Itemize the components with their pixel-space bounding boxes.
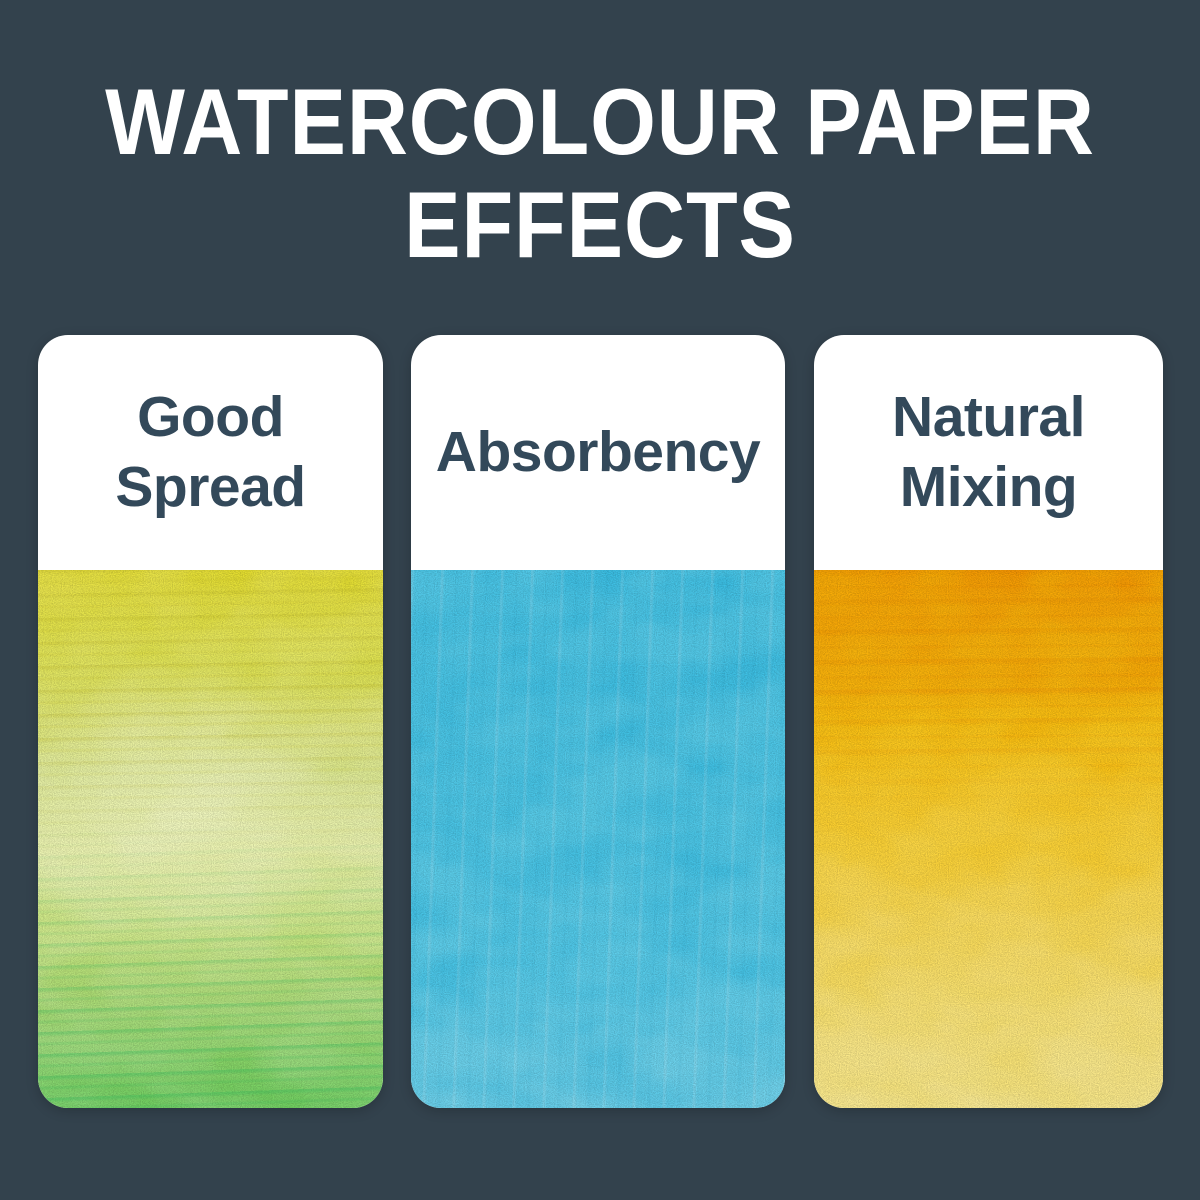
paper-grain-texture	[411, 570, 785, 1108]
card-heading-natural-mixing: Natural Mixing	[814, 335, 1163, 570]
watercolour-swatch-orange	[814, 570, 1163, 1108]
paper-grain-texture	[38, 570, 383, 1108]
heading-line: Spread	[115, 454, 306, 519]
card-absorbency: Absorbency	[411, 335, 785, 1108]
watercolour-swatch-cyan	[411, 570, 785, 1108]
card-natural-mixing: Natural Mixing	[814, 335, 1163, 1108]
watercolour-swatch-yellow-green	[38, 570, 383, 1108]
watercolour-texture-blotch	[411, 570, 785, 1108]
card-heading-absorbency: Absorbency	[411, 335, 785, 570]
page-title-line-1: WATERCOLOUR PAPER	[105, 69, 1095, 174]
watercolour-texture-blotch	[814, 570, 1163, 1108]
heading-line: Mixing	[899, 454, 1078, 519]
heading-line: Natural	[892, 384, 1085, 449]
card-heading-good-spread: Good Spread	[38, 335, 383, 570]
paper-grain-texture	[814, 570, 1163, 1108]
page-title-line-2: EFFECTS	[404, 172, 796, 278]
heading-line: Absorbency	[435, 419, 761, 484]
card-good-spread: Good Spread	[38, 335, 383, 1108]
heading-line: Good	[137, 384, 284, 449]
watercolour-texture-blotch	[38, 570, 383, 1108]
page-title: WATERCOLOUR PAPER EFFECTS	[0, 70, 1200, 277]
